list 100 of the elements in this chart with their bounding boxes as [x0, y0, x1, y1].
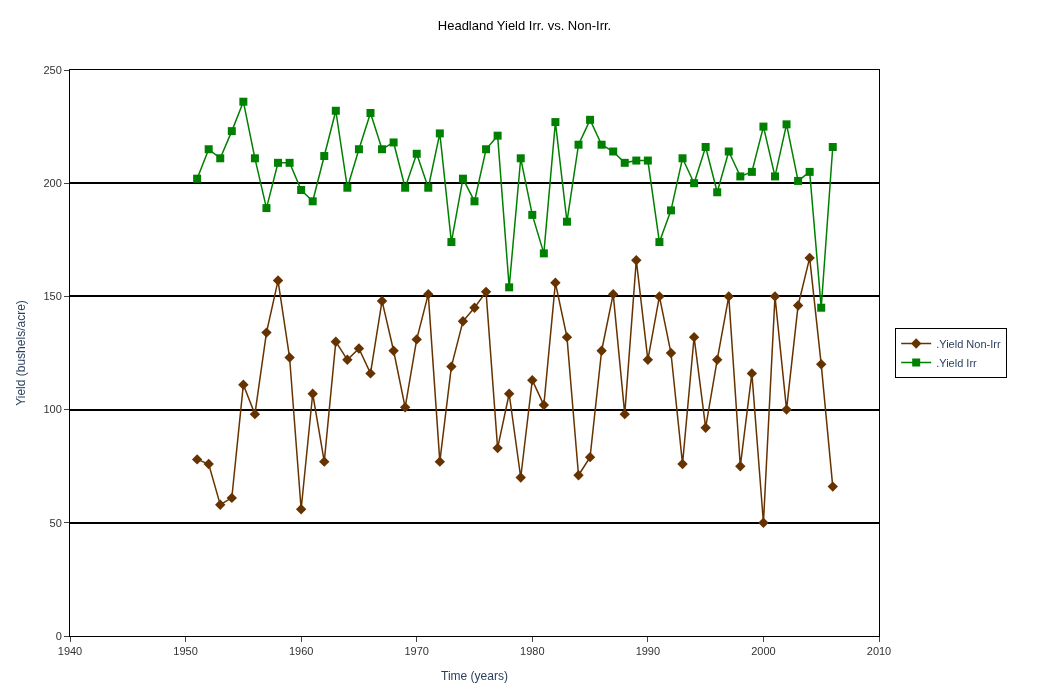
point: [712, 354, 723, 365]
point: [609, 147, 618, 156]
point: [805, 167, 814, 176]
point: [746, 368, 758, 379]
y-tick-label: 250: [43, 63, 62, 76]
point: [828, 142, 837, 151]
point: [354, 145, 363, 154]
point: [515, 472, 526, 483]
point: [527, 374, 538, 386]
point: [736, 172, 745, 181]
point: [250, 154, 259, 163]
point: [423, 288, 434, 300]
point: [654, 291, 665, 302]
point: [262, 204, 271, 213]
y-tick-label: 0: [55, 629, 62, 642]
point: [343, 183, 352, 192]
point: [365, 368, 376, 379]
point: [482, 145, 491, 154]
point: [759, 122, 768, 131]
point: [655, 238, 664, 247]
x-tick-label: 1990: [635, 645, 661, 658]
point: [388, 345, 399, 356]
point: [562, 217, 571, 226]
point: [561, 331, 573, 343]
point: [792, 300, 804, 311]
point: [758, 517, 769, 528]
x-tick-label: 1940: [57, 645, 83, 658]
point: [574, 140, 583, 149]
point: [781, 404, 792, 415]
point: [353, 343, 365, 354]
point: [551, 118, 560, 127]
point: [723, 291, 734, 302]
point: [505, 283, 514, 292]
point: [411, 334, 422, 345]
point: [632, 156, 641, 165]
point: [817, 303, 826, 312]
point: [457, 316, 469, 327]
y-tick-label: 200: [43, 177, 62, 190]
y-axis-title: Yield (bushels/acre): [13, 300, 28, 406]
point: [412, 149, 421, 158]
point: [342, 354, 353, 365]
point: [446, 361, 457, 372]
point: [666, 206, 675, 215]
point: [191, 454, 203, 465]
x-axis-title: Time (years): [441, 669, 508, 684]
point: [399, 402, 411, 413]
point: [665, 347, 677, 359]
point: [690, 179, 699, 188]
point: [320, 152, 329, 161]
point: [447, 238, 456, 247]
point: [389, 138, 398, 147]
point: [643, 156, 652, 165]
point: [827, 481, 838, 492]
point: [261, 327, 272, 338]
point: [631, 254, 642, 266]
point: [528, 210, 537, 219]
point: [677, 458, 688, 470]
point: [378, 145, 387, 154]
point: [539, 249, 548, 258]
point: [770, 172, 779, 181]
point: [516, 154, 525, 163]
point: [816, 359, 827, 370]
point: [724, 147, 733, 156]
point: [203, 458, 214, 470]
point: [435, 129, 444, 138]
legend-label: .Yield Non-Irr: [936, 337, 1001, 350]
point: [470, 197, 479, 206]
point: [274, 158, 283, 167]
y-tick-label: 150: [43, 290, 62, 303]
point: [401, 183, 410, 192]
point: [238, 379, 249, 390]
point: [319, 456, 330, 467]
point: [215, 499, 226, 510]
point: [366, 109, 375, 118]
point: [272, 275, 284, 286]
point: [747, 167, 756, 176]
point: [607, 288, 619, 300]
x-tick-label: 1960: [288, 645, 314, 658]
y-tick-label: 50: [49, 516, 62, 529]
point: [239, 97, 248, 106]
point: [297, 185, 306, 194]
point: [735, 461, 746, 472]
y-tick-label: 100: [43, 403, 62, 416]
point: [226, 492, 237, 504]
point: [701, 142, 710, 151]
point: [204, 145, 213, 154]
point: [434, 456, 446, 467]
point: [688, 331, 700, 343]
point: [713, 188, 722, 197]
point: [584, 451, 596, 463]
point: [700, 422, 711, 433]
point: [642, 354, 654, 365]
point: [782, 120, 791, 129]
point: [308, 197, 317, 206]
point: [492, 442, 503, 454]
x-tick-label: 1950: [173, 645, 198, 658]
chart-title: Headland Yield Irr. vs. Non-Irr.: [437, 17, 612, 33]
point: [620, 158, 629, 167]
point: [550, 277, 561, 289]
legend-label: .Yield Irr: [936, 356, 978, 369]
